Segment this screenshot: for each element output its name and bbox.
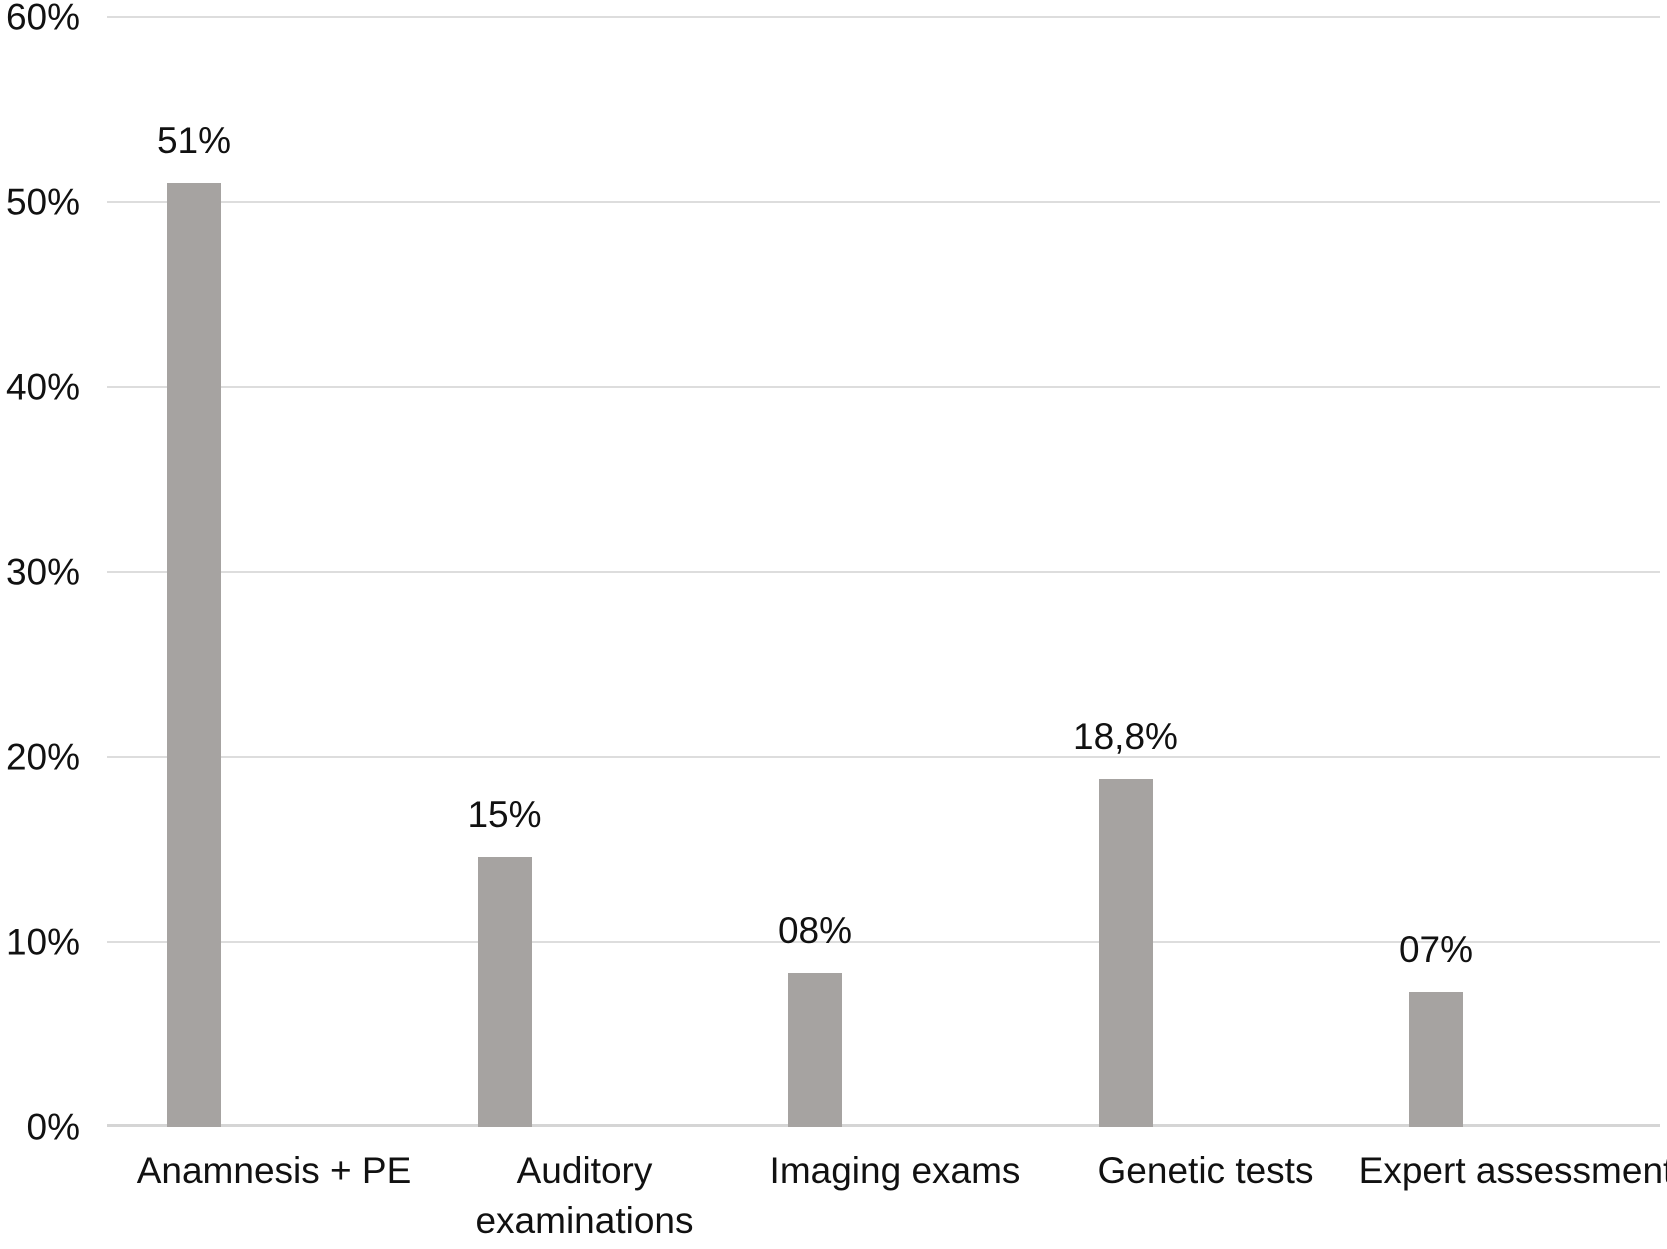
gridline xyxy=(107,201,1660,203)
y-axis-tick-label: 20% xyxy=(5,736,80,778)
bar xyxy=(167,183,221,1127)
category-label: Imaging exams xyxy=(769,1150,1021,1191)
bar xyxy=(1099,779,1153,1127)
category-label: Auditory examinations xyxy=(475,1150,694,1241)
y-axis-tick-label: 0% xyxy=(26,1106,80,1148)
bar-value-label: 51% xyxy=(156,120,232,161)
y-axis-tick-label: 10% xyxy=(5,921,80,963)
bar-value-label: 08% xyxy=(777,910,853,951)
bar-value-label: 15% xyxy=(467,794,542,835)
gridline xyxy=(107,571,1660,573)
y-axis-tick-label: 50% xyxy=(5,181,80,223)
y-axis-tick-label: 60% xyxy=(5,0,80,38)
bar xyxy=(478,857,532,1127)
y-axis-tick-label: 40% xyxy=(5,366,80,408)
y-axis-tick-label: 30% xyxy=(5,551,80,593)
x-axis-line xyxy=(107,1124,1660,1127)
gridline xyxy=(107,756,1660,758)
bar-value-label: 18,8% xyxy=(1073,716,1178,757)
bar-value-label: 07% xyxy=(1398,929,1474,970)
gridline xyxy=(107,941,1660,943)
gridline xyxy=(107,16,1660,18)
category-label: Genetic tests xyxy=(1097,1150,1314,1191)
category-label: Expert assessment xyxy=(1358,1150,1667,1191)
category-label: Anamnesis + PE xyxy=(136,1150,412,1191)
bar xyxy=(1409,992,1463,1127)
bar xyxy=(788,973,842,1127)
gridline xyxy=(107,386,1660,388)
